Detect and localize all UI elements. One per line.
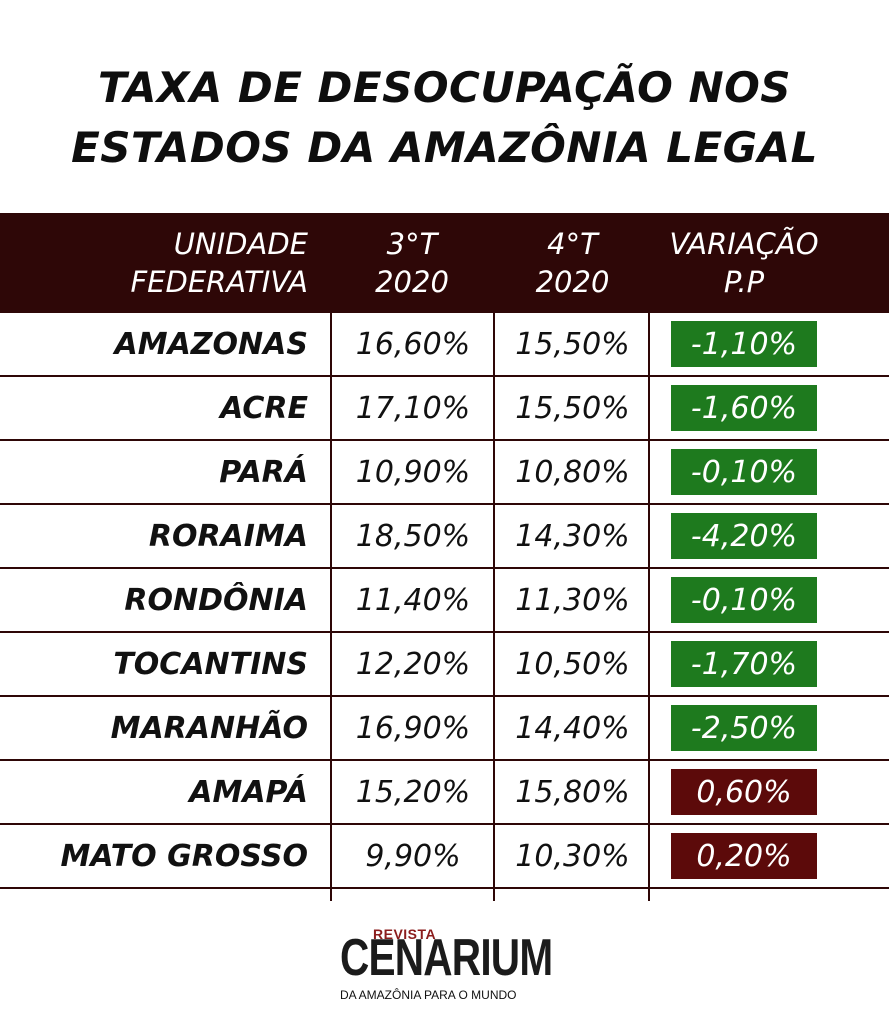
variation-badge: -2,50%	[671, 705, 817, 751]
header-uf: UNIDADE FEDERATIVA	[0, 213, 308, 313]
rate-3t-2020: 11,40%	[355, 582, 471, 618]
chart-title: TAXA DE DESOCUPAÇÃO NOS ESTADOS DA AMAZÔ…	[0, 58, 889, 178]
column-divider	[330, 313, 332, 901]
rate-3t-2020: 16,60%	[355, 326, 471, 362]
table-row: PARÁ 10,90% 10,80% -0,10%	[0, 441, 889, 505]
header-4t-line-1: 4°T	[547, 227, 598, 261]
state-name: PARÁ	[219, 454, 308, 490]
title-line-2: ESTADOS DA AMAZÔNIA LEGAL	[71, 123, 818, 172]
header-variacao: VARIAÇÃO P.P	[650, 213, 838, 313]
table-row: TOCANTINS 12,20% 10,50% -1,70%	[0, 633, 889, 697]
variation-cell: -0,10%	[650, 441, 838, 503]
table-header: UNIDADE FEDERATIVA 3°T 2020 4°T 2020 VAR…	[0, 213, 889, 313]
table-body: AMAZONAS 16,60% 15,50% -1,10% ACRE 17,10% 15,5…	[0, 313, 889, 889]
state-name: MATO GROSSO	[60, 838, 309, 874]
table-row: MATO GROSSO 9,90% 10,30% 0,20%	[0, 825, 889, 889]
rate-3t-2020: 12,20%	[355, 646, 471, 682]
rate-4t-2020: 15,50%	[515, 326, 630, 362]
rate-4t-2020: 15,50%	[515, 390, 630, 426]
header-3t-line-2: 2020	[375, 265, 449, 299]
variation-badge: 0,20%	[671, 833, 817, 879]
rate-3t-2020: 9,90%	[365, 838, 461, 874]
variation-cell: -1,70%	[650, 633, 838, 695]
variation-cell: -4,20%	[650, 505, 838, 567]
table-row: RORAIMA 18,50% 14,30% -4,20%	[0, 505, 889, 569]
header-4t-2020: 4°T 2020	[495, 213, 650, 313]
state-name: AMAZONAS	[114, 326, 308, 362]
variation-cell: -2,50%	[650, 697, 838, 759]
column-divider	[648, 313, 650, 901]
state-name: MARANHÃO	[110, 710, 308, 746]
state-name: ACRE	[220, 390, 308, 426]
logo-name: CENARIUM	[340, 929, 553, 987]
table-row: AMAZONAS 16,60% 15,50% -1,10%	[0, 313, 889, 377]
table-row: AMAPÁ 15,20% 15,80% 0,60%	[0, 761, 889, 825]
column-divider	[493, 313, 495, 901]
title-line-1: TAXA DE DESOCUPAÇÃO NOS	[97, 63, 792, 112]
rate-4t-2020: 10,30%	[515, 838, 630, 874]
rate-3t-2020: 18,50%	[355, 518, 471, 554]
cenarium-logo: CENARIUM REVISTA DA AMAZÔNIA PARA O MUND…	[300, 918, 590, 1018]
variation-cell: -1,60%	[650, 377, 838, 439]
state-name: TOCANTINS	[113, 646, 308, 682]
rate-3t-2020: 10,90%	[355, 454, 471, 490]
variation-badge: -1,60%	[671, 385, 817, 431]
rate-4t-2020: 14,30%	[515, 518, 630, 554]
rate-3t-2020: 17,10%	[355, 390, 471, 426]
state-name: AMAPÁ	[189, 774, 308, 810]
variation-cell: 0,60%	[650, 761, 838, 823]
state-name: RONDÔNIA	[124, 582, 308, 618]
header-3t-2020: 3°T 2020	[332, 213, 492, 313]
rate-4t-2020: 11,30%	[515, 582, 630, 618]
header-3t-line-1: 3°T	[386, 227, 438, 261]
variation-badge: -1,10%	[671, 321, 817, 367]
variation-badge: -0,10%	[671, 449, 817, 495]
variation-cell: -1,10%	[650, 313, 838, 375]
header-var-line-1: VARIAÇÃO	[669, 227, 819, 261]
variation-badge: 0,60%	[671, 769, 817, 815]
header-uf-line-2: FEDERATIVA	[130, 265, 308, 299]
variation-badge: -0,10%	[671, 577, 817, 623]
variation-cell: 0,20%	[650, 825, 838, 887]
variation-badge: -1,70%	[671, 641, 817, 687]
rate-4t-2020: 15,80%	[515, 774, 630, 810]
logo-revista: REVISTA	[373, 926, 437, 942]
table-row: RONDÔNIA 11,40% 11,30% -0,10%	[0, 569, 889, 633]
rate-3t-2020: 16,90%	[355, 710, 471, 746]
table-row: ACRE 17,10% 15,50% -1,60%	[0, 377, 889, 441]
rate-4t-2020: 14,40%	[515, 710, 630, 746]
header-var-line-2: P.P	[723, 265, 765, 299]
rate-4t-2020: 10,50%	[515, 646, 630, 682]
variation-cell: -0,10%	[650, 569, 838, 631]
header-4t-line-2: 2020	[535, 265, 610, 299]
rate-4t-2020: 10,80%	[515, 454, 630, 490]
header-uf-line-1: UNIDADE	[173, 227, 308, 261]
variation-badge: -4,20%	[671, 513, 817, 559]
logo-tagline: DA AMAZÔNIA PARA O MUNDO	[340, 988, 517, 1002]
state-name: RORAIMA	[148, 518, 308, 554]
rate-3t-2020: 15,20%	[355, 774, 471, 810]
table-row: MARANHÃO 16,90% 14,40% -2,50%	[0, 697, 889, 761]
